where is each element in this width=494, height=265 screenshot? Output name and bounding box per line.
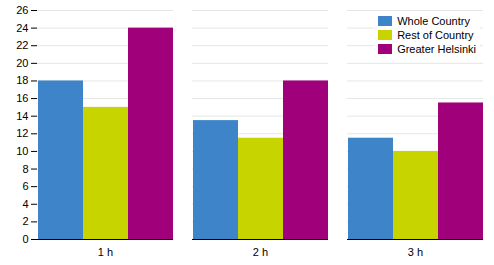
svg-text:24: 24: [16, 22, 28, 34]
svg-text:2 h: 2 h: [253, 246, 268, 258]
html-text:Greater Helsinki: Greater Helsinki: [397, 43, 476, 55]
svg-text:0: 0: [22, 233, 28, 245]
svg-text:3 h: 3 h: [408, 246, 423, 258]
svg-text:14: 14: [16, 110, 28, 122]
html-text:Whole Country: Whole Country: [397, 15, 470, 27]
svg-text:10: 10: [16, 145, 28, 157]
svg-text:6: 6: [22, 180, 28, 192]
svg-text:20: 20: [16, 57, 28, 69]
html-text:Rest of Country: Rest of Country: [397, 29, 474, 41]
svg-text:1 h: 1 h: [98, 246, 113, 258]
svg-text:8: 8: [22, 163, 28, 175]
svg-text:16: 16: [16, 92, 28, 104]
svg-text:12: 12: [16, 127, 28, 139]
svg-text:18: 18: [16, 74, 28, 86]
svg-text:22: 22: [16, 39, 28, 51]
svg-text:26: 26: [16, 4, 28, 16]
svg-text:4: 4: [22, 198, 28, 210]
svg-text:2: 2: [22, 215, 28, 227]
